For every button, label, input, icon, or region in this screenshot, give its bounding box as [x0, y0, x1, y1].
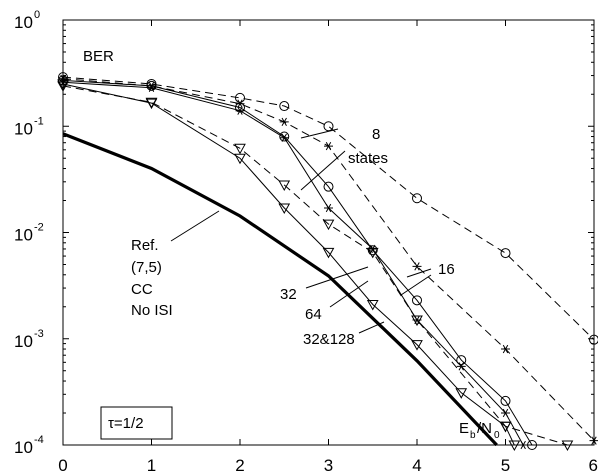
marker-triangle-s6-8 — [499, 421, 512, 433]
marker-circle-s4-4 — [323, 181, 334, 192]
x-tick-label: 2 — [235, 456, 244, 475]
marker-star-s5-8 — [501, 408, 510, 418]
label-8: 8 — [372, 126, 380, 143]
xlabel-e: E — [459, 420, 469, 437]
leader-line-16 — [400, 274, 432, 296]
y-tick-label: 10 — [14, 438, 33, 457]
marker-star-s5-6 — [412, 315, 422, 325]
marker-circle-s4-3 — [279, 131, 290, 142]
marker-star-s2-3 — [279, 117, 289, 126]
leader-line-16 — [406, 268, 432, 278]
leader-line-32-128 — [358, 321, 385, 334]
marker-star-s2-4 — [324, 141, 333, 151]
label-16: 16 — [438, 261, 455, 278]
series-line-2 — [62, 78, 595, 441]
marker-triangle-s6-2 — [234, 153, 246, 165]
x-tick-label: 1 — [147, 456, 156, 475]
leader-line-8-states — [300, 128, 339, 139]
leader-line-32 — [305, 266, 369, 289]
series-layer — [62, 76, 595, 447]
marker-star-s5-2 — [235, 106, 245, 115]
label-64: 64 — [305, 306, 322, 323]
marker-circle-s4-8 — [500, 395, 511, 406]
label-32: 32 — [280, 286, 297, 303]
label-states: states — [348, 150, 388, 167]
leader-line-ref — [170, 210, 220, 242]
marker-star-s2-1 — [147, 81, 156, 90]
marker-triangle-s6-7 — [455, 388, 468, 399]
marker-triangle-s6-1 — [145, 98, 158, 110]
marker-circle-s1-3 — [279, 101, 290, 112]
marker-circle-s1-4 — [323, 121, 334, 132]
label-tau: τ=1/2 — [108, 415, 144, 432]
y-tick-exponent: -4 — [34, 434, 44, 446]
series-line-5 — [62, 81, 524, 446]
label-cc: CC — [131, 281, 153, 298]
y-tick-exponent: -1 — [34, 115, 44, 127]
series-line-4 — [62, 79, 533, 446]
markers-layer — [57, 72, 598, 452]
x-tick-label: 3 — [324, 456, 333, 475]
y-tick-label: 10 — [14, 13, 33, 32]
series-line-3 — [62, 85, 568, 446]
marker-triangle-s6-6 — [411, 340, 423, 351]
marker-triangle-s3-3 — [278, 180, 291, 192]
marker-circle-s4-1 — [146, 80, 157, 91]
marker-circle-s4-6 — [412, 295, 422, 306]
marker-triangle-s6-5 — [366, 300, 379, 311]
label-no-isi: No ISI — [131, 302, 173, 319]
tau-box — [100, 406, 173, 440]
x-tick-label: 6 — [589, 456, 598, 475]
series-line-0 — [62, 132, 498, 447]
y-tick-exponent: 0 — [34, 9, 40, 21]
leader-line-64 — [329, 280, 369, 308]
marker-triangle-s6-3 — [278, 203, 291, 215]
leader-line-8-states — [300, 150, 346, 191]
marker-circle-s4-5 — [367, 245, 378, 256]
marker-star-s2-5 — [412, 262, 422, 271]
xlabel-slash-n: /N — [477, 420, 492, 437]
marker-triangle-s3-2 — [234, 143, 246, 155]
x-tick-label: 5 — [501, 456, 510, 475]
marker-star-s2-6 — [501, 344, 510, 354]
y-tick-exponent: -2 — [34, 222, 44, 234]
marker-star-s5-7 — [456, 362, 466, 371]
series-line-6 — [62, 83, 515, 446]
marker-circle-s4-7 — [456, 355, 467, 366]
label-ref: Ref. — [131, 237, 159, 254]
marker-circle-s1-2 — [235, 92, 245, 103]
ylabel-ber: BER — [83, 48, 114, 65]
y-tick-label: 10 — [14, 332, 33, 351]
marker-triangle-s3-4 — [322, 219, 335, 231]
marker-circle-s1-6 — [500, 248, 511, 259]
x-tick-label: 4 — [412, 456, 421, 475]
marker-triangle-s6-4 — [322, 247, 335, 259]
label-75: (7,5) — [131, 259, 162, 276]
xlabel-eb-n0: E b /N 0 — [459, 420, 500, 441]
xlabel-0-subscript: 0 — [494, 430, 500, 441]
marker-star-s5-4 — [324, 203, 333, 213]
marker-star-s5-1 — [147, 83, 156, 92]
marker-star-s5-3 — [279, 133, 289, 142]
marker-circle-s1-5 — [412, 193, 422, 204]
xlabel-b-subscript: b — [470, 430, 476, 441]
label-32-128: 32&128 — [303, 331, 355, 348]
series-line-1 — [62, 76, 595, 341]
x-tick-label: 0 — [58, 456, 67, 475]
y-tick-label: 10 — [14, 226, 33, 245]
y-tick-label: 10 — [14, 119, 33, 138]
y-tick-exponent: -3 — [34, 328, 44, 340]
marker-star-s5-5 — [368, 244, 378, 254]
marker-circle-s4-2 — [235, 102, 245, 113]
marker-star-s2-2 — [235, 99, 245, 108]
